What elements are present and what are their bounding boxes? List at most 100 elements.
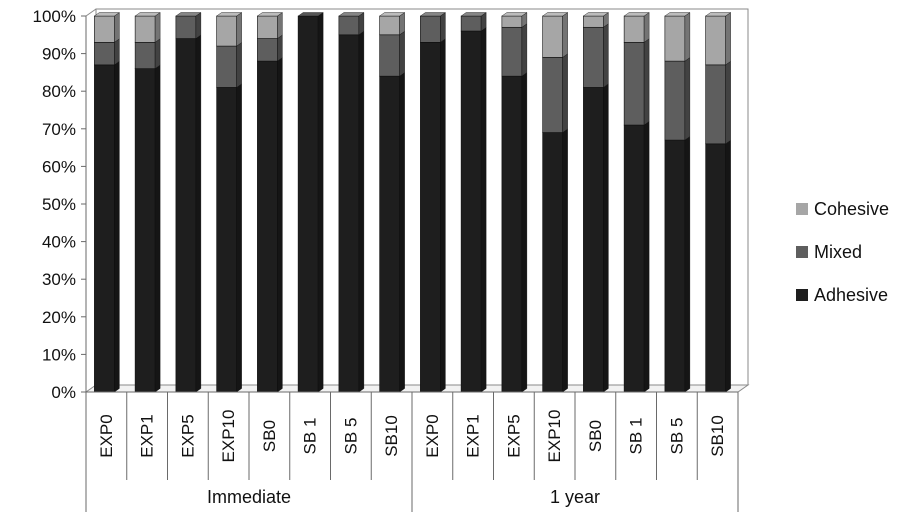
legend-item-mixed: Mixed: [796, 242, 862, 262]
y-tick-label: 20%: [42, 308, 76, 327]
bar-side: [562, 128, 568, 393]
x-tick-label: SB10: [708, 415, 727, 457]
x-tick-label: SB10: [382, 415, 401, 457]
bar-front: [623, 15, 645, 43]
bar-mixed-5: [257, 34, 283, 62]
bar-side: [114, 12, 120, 43]
x-axis-categories: EXP0 EXP1 EXP5 EXP10 SB0 SB 1 SB 5 SB10 EXP0 EXP1…: [85, 391, 739, 512]
bar-top-6: [297, 12, 324, 17]
bar-side: [358, 12, 365, 36]
y-tick-label: 0%: [51, 383, 76, 402]
bar-adhesive-14: [623, 121, 650, 393]
group-label: 1 year: [550, 487, 600, 507]
legend-swatch: [796, 289, 808, 301]
bar-side: [562, 53, 568, 133]
x-tick-label: EXP10: [219, 410, 238, 463]
bar-adhesive-2: [134, 64, 161, 393]
bar-front: [664, 15, 686, 62]
bar-side: [358, 30, 365, 393]
bar-front: [338, 15, 360, 36]
bar-adhesive-11: [501, 72, 528, 393]
bar-cohesive-15: [664, 12, 691, 62]
bar-adhesive-6: [297, 12, 324, 393]
bar-side: [154, 12, 161, 43]
x-tick-label: EXP5: [504, 414, 523, 457]
bar-top-4: [215, 12, 243, 17]
y-tick-label: 10%: [42, 345, 76, 364]
bar-side: [725, 139, 731, 393]
bar-front: [216, 45, 237, 88]
bar-side: [195, 34, 202, 393]
y-tick-label: 70%: [42, 120, 76, 139]
x-tick-label: SB 5: [667, 418, 686, 455]
bar-mixed-8: [379, 30, 405, 77]
bar-mixed-15: [664, 57, 691, 141]
bar-front: [664, 60, 686, 141]
legend: Cohesive Mixed Adhesive: [796, 199, 889, 305]
bar-mixed-16: [705, 60, 731, 145]
bar-top-3: [175, 12, 202, 17]
bar-side: [154, 38, 161, 70]
bar-front: [338, 34, 360, 393]
bar-front: [94, 64, 115, 393]
bar-front: [501, 15, 523, 28]
bar-adhesive-5: [257, 57, 283, 393]
y-tick-label: 60%: [42, 157, 76, 176]
bar-mixed-13: [583, 23, 609, 88]
bar-front: [664, 139, 686, 393]
bar-cohesive-4: [216, 12, 242, 47]
bar-front: [623, 124, 645, 393]
bar-front: [420, 42, 441, 393]
bar-front: [134, 42, 156, 69]
bar-top-8: [378, 12, 406, 17]
bar-mixed-14: [623, 38, 650, 126]
y-tick-label: 90%: [42, 45, 76, 64]
y-tick-label: 100%: [33, 7, 76, 26]
bar-front: [175, 15, 197, 39]
bar-cohesive-16: [705, 12, 731, 66]
bar-adhesive-13: [583, 83, 609, 393]
bar-side: [603, 23, 609, 88]
y-axis-ticks: 0% 10% 20% 30% 40% 50% 60% 70% 80% 90% 100%: [33, 7, 86, 402]
bar-front: [542, 132, 563, 393]
bar-top-13: [582, 12, 610, 17]
bar-mixed-9: [420, 12, 446, 43]
bar-front: [705, 15, 726, 66]
legend-item-adhesive: Adhesive: [796, 285, 888, 305]
bar-top-1: [93, 12, 121, 17]
bar-front: [705, 143, 726, 393]
x-tick-label: SB0: [260, 420, 279, 452]
legend-swatch: [796, 203, 808, 215]
bar-front: [542, 57, 563, 133]
bar-front: [623, 42, 645, 126]
bar-top-10: [460, 12, 487, 17]
bar-side: [684, 57, 691, 141]
bar-adhesive-8: [379, 72, 405, 393]
bar-front: [216, 87, 237, 393]
x-tick-label: EXP1: [138, 414, 157, 457]
bar-top-11: [501, 12, 528, 17]
bar-adhesive-12: [542, 128, 568, 393]
bar-side: [521, 23, 528, 77]
x-tick-label: EXP0: [423, 414, 442, 457]
legend-label: Cohesive: [814, 199, 889, 219]
bar-top-5: [256, 12, 284, 17]
bar-adhesive-10: [460, 27, 487, 393]
group-label: Immediate: [207, 487, 291, 507]
bar-side: [725, 60, 731, 145]
x-tick-label: SB 1: [301, 418, 320, 455]
bar-mixed-7: [338, 12, 365, 36]
bar-side: [643, 12, 650, 43]
plot-side-top-edge: [85, 8, 97, 17]
bar-front: [216, 15, 237, 47]
bar-top-14: [623, 12, 650, 17]
bar-mixed-11: [501, 23, 528, 77]
bar-adhesive-9: [420, 38, 446, 393]
bar-front: [460, 15, 482, 32]
bar-side: [643, 38, 650, 126]
bar-cohesive-12: [542, 12, 568, 58]
bar-top-12: [541, 12, 569, 17]
bar-front: [705, 64, 726, 145]
bar-front: [94, 15, 115, 43]
legend-label: Adhesive: [814, 285, 888, 305]
